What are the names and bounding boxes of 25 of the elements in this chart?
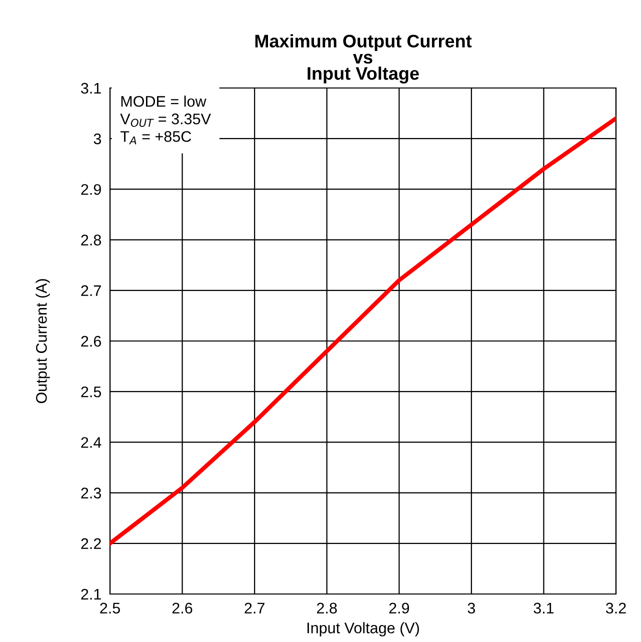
x-tick-label: 2.6	[172, 602, 192, 614]
y-tick-label: 2.5	[81, 386, 102, 398]
y-tick-label: 2.4	[81, 437, 102, 448]
y-tick-label: 2.1	[81, 588, 101, 600]
y-tick-label: 2.8	[81, 234, 102, 246]
annotation: V$_{OUT}$ = 3.35V	[120, 114, 211, 127]
y-tick-label: 2.3	[81, 488, 101, 498]
y-axis-title: Output Current (A)	[36, 279, 50, 404]
x-tick-label: 3	[468, 602, 476, 614]
y-tick-label: 2.2	[81, 538, 101, 549]
x-tick-label: 2.7	[244, 602, 264, 614]
annotation: MODE = low	[121, 96, 206, 107]
annotation: T$_{A}$ = +85C	[120, 131, 192, 144]
y-tick-label: 3.1	[81, 82, 101, 94]
chart-title: Maximum Output Current vs Input Voltage	[255, 34, 472, 84]
y-tick-label: 2.7	[81, 285, 101, 296]
x-tick-label: 3.1	[534, 602, 554, 614]
x-tick-label: 3.2	[606, 602, 626, 614]
x-tick-label: 2.9	[389, 602, 410, 614]
x-tick-label: 2.5	[100, 602, 120, 614]
y-tick-label: 2.9	[81, 184, 101, 195]
y-tick-label: 3	[94, 133, 101, 144]
x-tick-label: 2.8	[317, 602, 337, 614]
x-axis-title: Input Voltage (V)	[308, 622, 419, 636]
y-tick-label: 2.6	[81, 336, 101, 347]
